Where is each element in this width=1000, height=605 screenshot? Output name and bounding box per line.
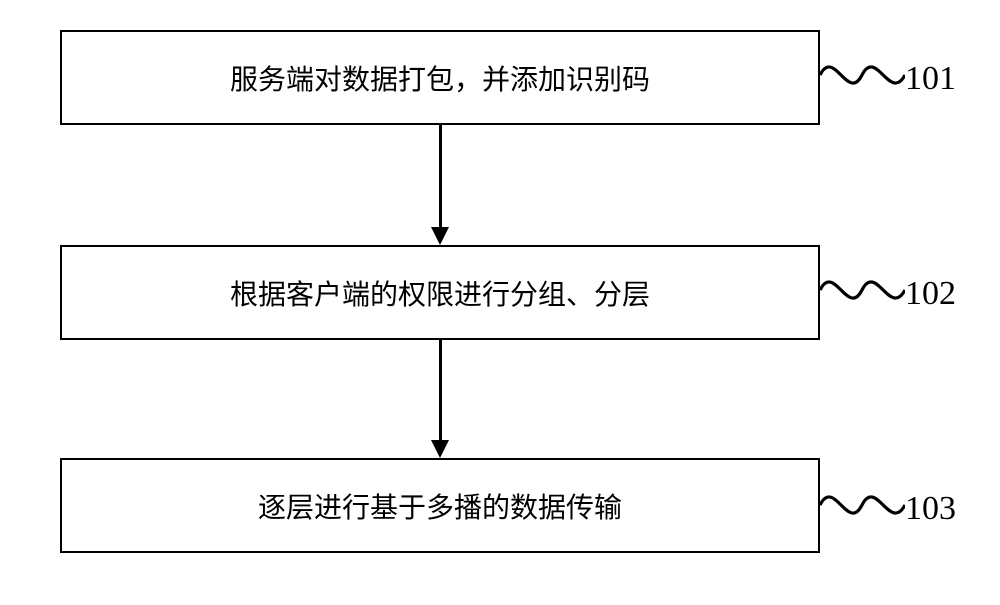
flowchart-node-2: 根据客户端的权限进行分组、分层 bbox=[60, 245, 820, 340]
node-2-text: 根据客户端的权限进行分组、分层 bbox=[230, 273, 650, 313]
edge-2-to-3-head bbox=[431, 440, 449, 458]
step-label-103: 103 bbox=[905, 490, 956, 528]
wavy-connector-2 bbox=[820, 260, 905, 320]
edge-1-to-2-head bbox=[431, 227, 449, 245]
step-label-102: 102 bbox=[905, 275, 956, 313]
wavy-connector-3 bbox=[820, 475, 905, 535]
flowchart-canvas: 服务端对数据打包，并添加识别码 根据客户端的权限进行分组、分层 逐层进行基于多播… bbox=[0, 0, 1000, 605]
step-label-101: 101 bbox=[905, 60, 956, 98]
wavy-connector-1 bbox=[820, 45, 905, 105]
flowchart-node-3: 逐层进行基于多播的数据传输 bbox=[60, 458, 820, 553]
flowchart-node-1: 服务端对数据打包，并添加识别码 bbox=[60, 30, 820, 125]
edge-1-to-2 bbox=[439, 125, 442, 227]
node-3-text: 逐层进行基于多播的数据传输 bbox=[258, 486, 622, 526]
edge-2-to-3 bbox=[439, 340, 442, 440]
node-1-text: 服务端对数据打包，并添加识别码 bbox=[230, 58, 650, 98]
